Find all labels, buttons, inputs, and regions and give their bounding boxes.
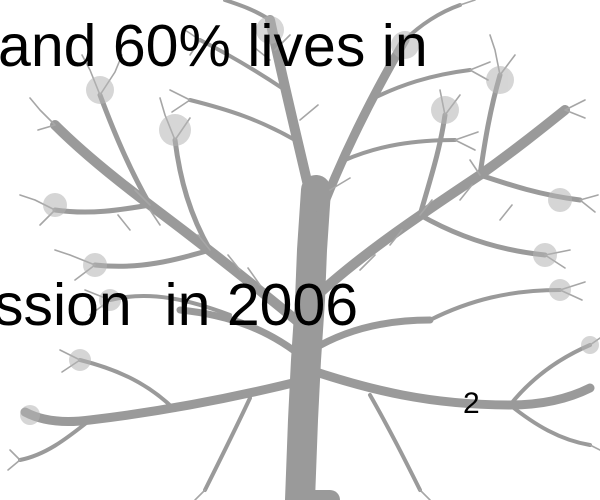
slide-text-line-1: and 60% lives in [0,13,428,79]
page-number: 2 [463,387,480,420]
slide-text-line-2: ssion in 2006 [0,272,359,338]
